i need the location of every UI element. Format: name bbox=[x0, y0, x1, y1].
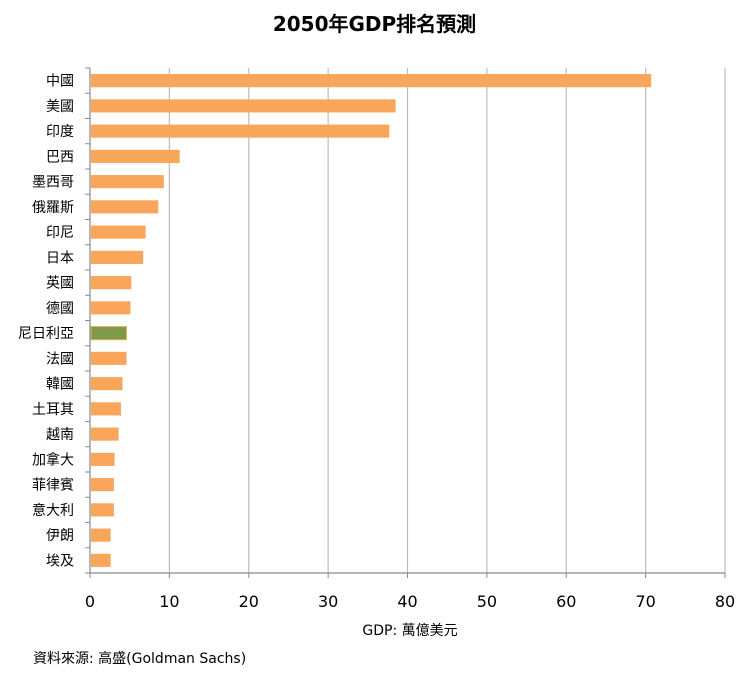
grid-lines bbox=[168, 68, 726, 573]
category-label: 中國 bbox=[46, 74, 74, 90]
category-label: 加拿大 bbox=[32, 451, 74, 468]
bar bbox=[91, 427, 119, 441]
bar bbox=[91, 200, 159, 214]
source-note: 資料來源: 高盛(Goldman Sachs) bbox=[33, 651, 247, 667]
x-tick-label: 50 bbox=[477, 592, 497, 611]
bar bbox=[91, 402, 121, 416]
bar bbox=[91, 503, 114, 517]
x-tick-label: 80 bbox=[715, 592, 735, 611]
category-label: 越南 bbox=[46, 427, 74, 443]
category-label: 印尼 bbox=[46, 225, 74, 241]
bar bbox=[91, 225, 146, 239]
bar bbox=[91, 351, 127, 365]
category-label: 法國 bbox=[46, 351, 74, 367]
category-label: 尼日利亞 bbox=[18, 326, 74, 342]
labels: 0 10 20 30 40 50 60 70 80 中國美國印度巴西墨西哥俄羅斯印尼日本英國德國尼… bbox=[18, 74, 735, 611]
bar bbox=[91, 301, 131, 315]
bar bbox=[91, 149, 180, 163]
category-label: 韓國 bbox=[46, 377, 74, 393]
category-label: 俄羅斯 bbox=[32, 200, 74, 216]
x-tick-label: 40 bbox=[397, 592, 417, 611]
category-label: 伊朗 bbox=[46, 528, 74, 544]
bar bbox=[91, 74, 652, 88]
bars bbox=[90, 74, 652, 567]
bar bbox=[91, 528, 111, 542]
axes bbox=[85, 67, 726, 578]
bar bbox=[91, 124, 390, 138]
x-tick-label: 70 bbox=[635, 592, 655, 611]
bar bbox=[91, 175, 164, 189]
category-label: 意大利 bbox=[32, 502, 74, 519]
x-tick-label: 10 bbox=[159, 592, 179, 611]
category-label: 德國 bbox=[46, 301, 74, 317]
category-label: 土耳其 bbox=[32, 402, 74, 418]
category-label: 日本 bbox=[46, 250, 74, 266]
category-label: 英國 bbox=[46, 275, 74, 292]
bar bbox=[91, 478, 114, 492]
category-label: 埃及 bbox=[46, 553, 74, 569]
bar bbox=[91, 553, 111, 567]
category-label: 印度 bbox=[46, 124, 74, 140]
category-label: 美國 bbox=[46, 99, 74, 115]
category-label: 墨西哥 bbox=[32, 175, 74, 191]
x-tick-label: 60 bbox=[556, 592, 576, 611]
bar bbox=[90, 326, 128, 341]
category-label: 巴西 bbox=[46, 149, 74, 165]
x-tick-label: 30 bbox=[318, 592, 338, 611]
bar bbox=[91, 99, 396, 113]
chart-title: 2050年GDP排名預測 bbox=[272, 12, 477, 36]
x-tick-label: 20 bbox=[239, 592, 259, 611]
x-axis-title: GDP: 萬億美元 bbox=[362, 623, 458, 639]
bar bbox=[91, 276, 132, 290]
x-tick-label: 0 bbox=[85, 592, 95, 611]
bar bbox=[91, 250, 144, 264]
bar bbox=[91, 452, 115, 466]
category-label: 菲律賓 bbox=[32, 477, 74, 494]
bar bbox=[91, 377, 123, 391]
